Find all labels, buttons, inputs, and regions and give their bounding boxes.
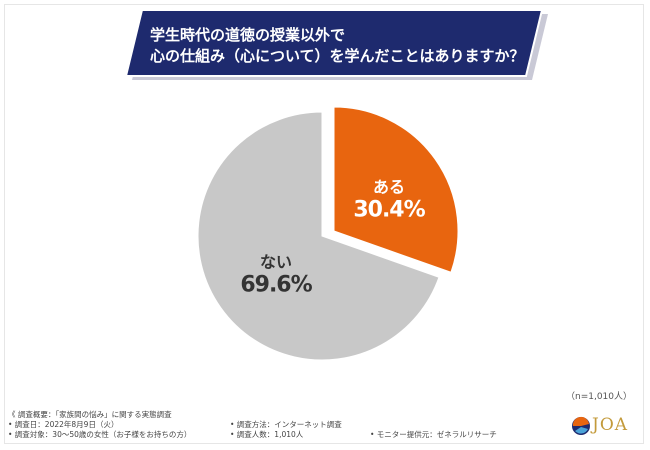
survey-method: • 調査方法：インターネット調査 bbox=[230, 420, 342, 429]
joa-logo: JOA bbox=[570, 413, 642, 439]
sample-size-note: （n=1,010人） bbox=[565, 392, 632, 402]
title-banner-shape bbox=[124, 9, 544, 77]
slice-name-yes: ある bbox=[372, 177, 406, 197]
pie-slice-no bbox=[197, 111, 440, 361]
slice-value-no: 69.6% bbox=[240, 272, 312, 298]
survey-overview: 《 調査概要：「家族間の悩み」に関する実態調査 bbox=[8, 410, 172, 419]
title-banner bbox=[124, 9, 548, 80]
survey-monitor: • モニター提供元：ゼネラルリサーチ bbox=[370, 430, 497, 439]
survey-row-2: • 調査対象：30〜50歳の女性（お子様をお持ちの方） • 調査人数：1,010… bbox=[8, 430, 497, 440]
survey-count: • 調査人数：1,010人 bbox=[230, 430, 304, 439]
logo-mark-icon bbox=[572, 416, 590, 435]
chart-title: 学生時代の道徳の授業以外で 心の仕組み（心について）を学んだことはありますか？ bbox=[150, 25, 530, 67]
slice-name-no: ない bbox=[259, 252, 293, 272]
slice-label-no: ない 69.6% bbox=[240, 249, 312, 298]
pie-slice-yes bbox=[333, 106, 459, 273]
pie-slices bbox=[197, 106, 459, 361]
slice-label-yes: ある 30.4% bbox=[353, 174, 425, 223]
logo-text: JOA bbox=[592, 415, 629, 435]
title-line-1: 学生時代の道徳の授業以外で bbox=[150, 26, 346, 44]
survey-row-1: • 調査日：2022年8月9日（火） • 調査方法：インターネット調査 bbox=[8, 420, 342, 430]
survey-target: • 調査対象：30〜50歳の女性（お子様をお持ちの方） bbox=[8, 430, 192, 439]
slice-value-yes: 30.4% bbox=[353, 197, 425, 223]
title-line-2: 心の仕組み（心について）を学んだことはありますか？ bbox=[150, 47, 525, 65]
survey-date: • 調査日：2022年8月9日（火） bbox=[8, 420, 119, 429]
survey-notes: 《 調査概要：「家族間の悩み」に関する実態調査 • 調査日：2022年8月9日（… bbox=[8, 410, 497, 440]
